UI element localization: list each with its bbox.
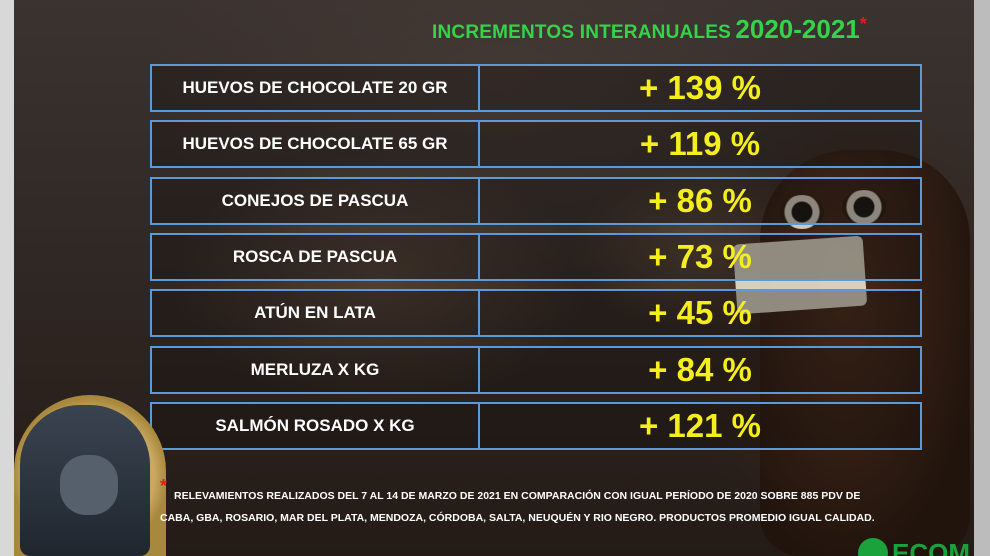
table-row: CONEJOS DE PASCUA + 86 % (150, 177, 922, 225)
logo-text: ECOM (892, 538, 970, 556)
row-label: MERLUZA X KG (150, 346, 480, 394)
left-edge (0, 0, 14, 556)
page-title: INCREMENTOS INTERANUALES 2020-2021* (432, 14, 867, 45)
row-label: HUEVOS DE CHOCOLATE 20 GR (150, 64, 480, 112)
bunny-eye-right (842, 190, 886, 224)
title-main: INCREMENTOS INTERANUALES (432, 22, 731, 43)
table-row: SALMÓN ROSADO X KG + 121 % (150, 402, 922, 450)
row-label: ATÚN EN LATA (150, 289, 480, 337)
footnote: * RELEVAMIENTOS REALIZADOS DEL 7 AL 14 D… (160, 476, 900, 529)
row-label: ROSCA DE PASCUA (150, 233, 480, 281)
footnote-asterisk: * (160, 476, 168, 496)
row-value: + 121 % (480, 402, 922, 450)
facepalm-hand (60, 455, 118, 515)
row-label: SALMÓN ROSADO X KG (150, 402, 480, 450)
row-value: + 86 % (480, 177, 922, 225)
title-asterisk: * (859, 14, 867, 34)
table-row: HUEVOS DE CHOCOLATE 20 GR + 139 % (150, 64, 922, 112)
logo-icon (858, 538, 888, 556)
row-value: + 139 % (480, 64, 922, 112)
ecom-logo: ECOM (858, 536, 974, 556)
table-row: MERLUZA X KG + 84 % (150, 346, 922, 394)
row-label: HUEVOS DE CHOCOLATE 65 GR (150, 120, 480, 168)
table-row: ATÚN EN LATA + 45 % (150, 289, 922, 337)
row-value: + 73 % (480, 233, 922, 281)
chocolate-bunny-image (760, 150, 970, 556)
row-value: + 84 % (480, 346, 922, 394)
title-years: 2020-2021 (735, 14, 860, 44)
table-row: HUEVOS DE CHOCOLATE 65 GR + 119 % (150, 120, 922, 168)
footnote-line-1: RELEVAMIENTOS REALIZADOS DEL 7 AL 14 DE … (174, 490, 861, 502)
right-edge (974, 0, 990, 556)
row-label: CONEJOS DE PASCUA (150, 177, 480, 225)
row-value: + 45 % (480, 289, 922, 337)
footnote-line-2: CABA, GBA, ROSARIO, MAR DEL PLATA, MENDO… (160, 512, 875, 524)
table-row: ROSCA DE PASCUA + 73 % (150, 233, 922, 281)
row-value: + 119 % (480, 120, 922, 168)
